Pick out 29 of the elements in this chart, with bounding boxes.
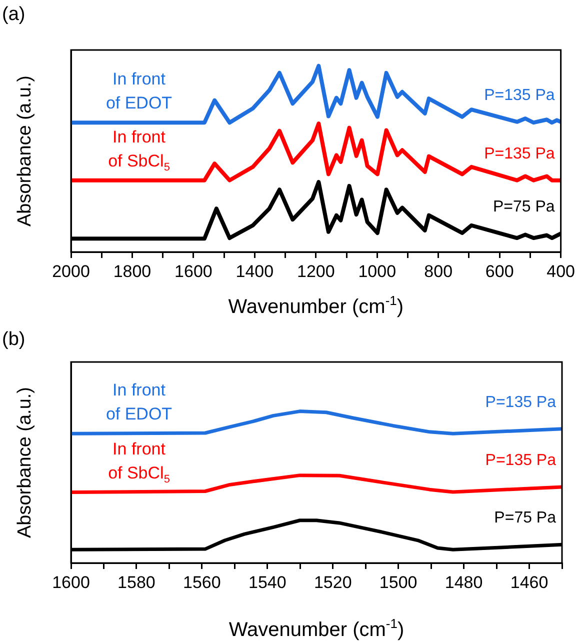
- y-axis-title: Absorbance (a.u.): [14, 75, 36, 227]
- chart-title: (b): [2, 329, 26, 350]
- x-tick-label: 1460: [510, 572, 548, 592]
- series-label: P=135 Pa: [484, 145, 555, 162]
- x-tick-label: 600: [485, 262, 514, 281]
- x-tick-label: 1580: [118, 572, 156, 592]
- x-tick-label: 1600: [52, 572, 90, 592]
- x-tick-label: 1600: [174, 262, 212, 281]
- x-tick-label: 1500: [379, 572, 418, 592]
- x-tick-label: 800: [424, 262, 453, 281]
- chart-title: (a): [2, 4, 26, 25]
- x-tick-label: 1480: [444, 572, 483, 592]
- x-tick-label: 1540: [248, 572, 286, 592]
- x-tick-label: 1000: [358, 262, 396, 281]
- series-label: P=135 Pa: [485, 394, 556, 411]
- x-tick-label: 1800: [113, 262, 152, 281]
- series-label: P=135 Pa: [484, 86, 555, 104]
- annotation: In front of EDOT: [106, 70, 172, 113]
- y-axis-title: Absorbance (a.u.): [14, 386, 36, 538]
- x-tick-label: 1520: [314, 572, 352, 592]
- x-tick-label: 400: [546, 262, 576, 281]
- annotation: In front of EDOT: [106, 380, 172, 424]
- x-tick-label: 1560: [183, 572, 221, 592]
- x-tick-label: 1200: [296, 262, 335, 281]
- x-tick-label: 2000: [52, 262, 90, 281]
- series-label: P=135 Pa: [485, 452, 556, 469]
- series-label: P=75 Pa: [494, 510, 556, 527]
- x-tick-label: 1400: [236, 262, 274, 281]
- series-label: P=75 Pa: [492, 198, 555, 216]
